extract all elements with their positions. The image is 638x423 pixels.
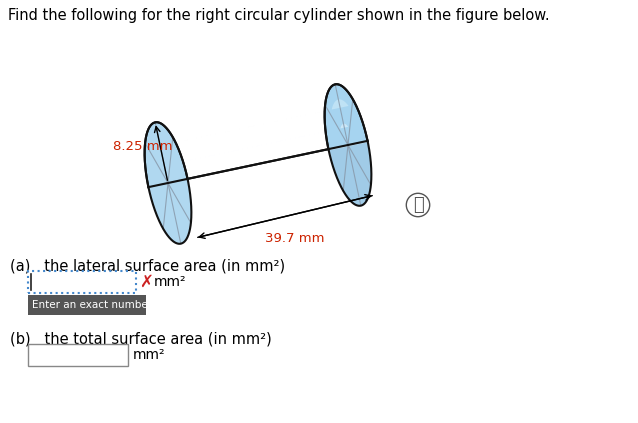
Text: mm²: mm²	[133, 348, 165, 362]
Text: (a)   the lateral surface area (in mm²): (a) the lateral surface area (in mm²)	[10, 258, 285, 273]
Polygon shape	[325, 84, 371, 206]
Text: (b)   the total surface area (in mm²): (b) the total surface area (in mm²)	[10, 331, 272, 346]
Text: ✗: ✗	[139, 273, 153, 291]
Text: 8.25 mm: 8.25 mm	[114, 140, 173, 153]
Text: Find the following for the right circular cylinder shown in the figure below.: Find the following for the right circula…	[8, 8, 549, 23]
Polygon shape	[149, 142, 371, 244]
Polygon shape	[145, 84, 367, 187]
FancyBboxPatch shape	[28, 344, 128, 366]
Polygon shape	[152, 99, 348, 148]
Text: 39.7 mm: 39.7 mm	[265, 231, 325, 244]
Polygon shape	[160, 124, 348, 166]
Text: Enter an exact number.: Enter an exact number.	[32, 300, 154, 310]
Text: ⓘ: ⓘ	[413, 196, 424, 214]
FancyBboxPatch shape	[28, 295, 146, 315]
Text: mm²: mm²	[154, 275, 186, 289]
FancyBboxPatch shape	[28, 271, 136, 293]
Polygon shape	[145, 122, 191, 244]
